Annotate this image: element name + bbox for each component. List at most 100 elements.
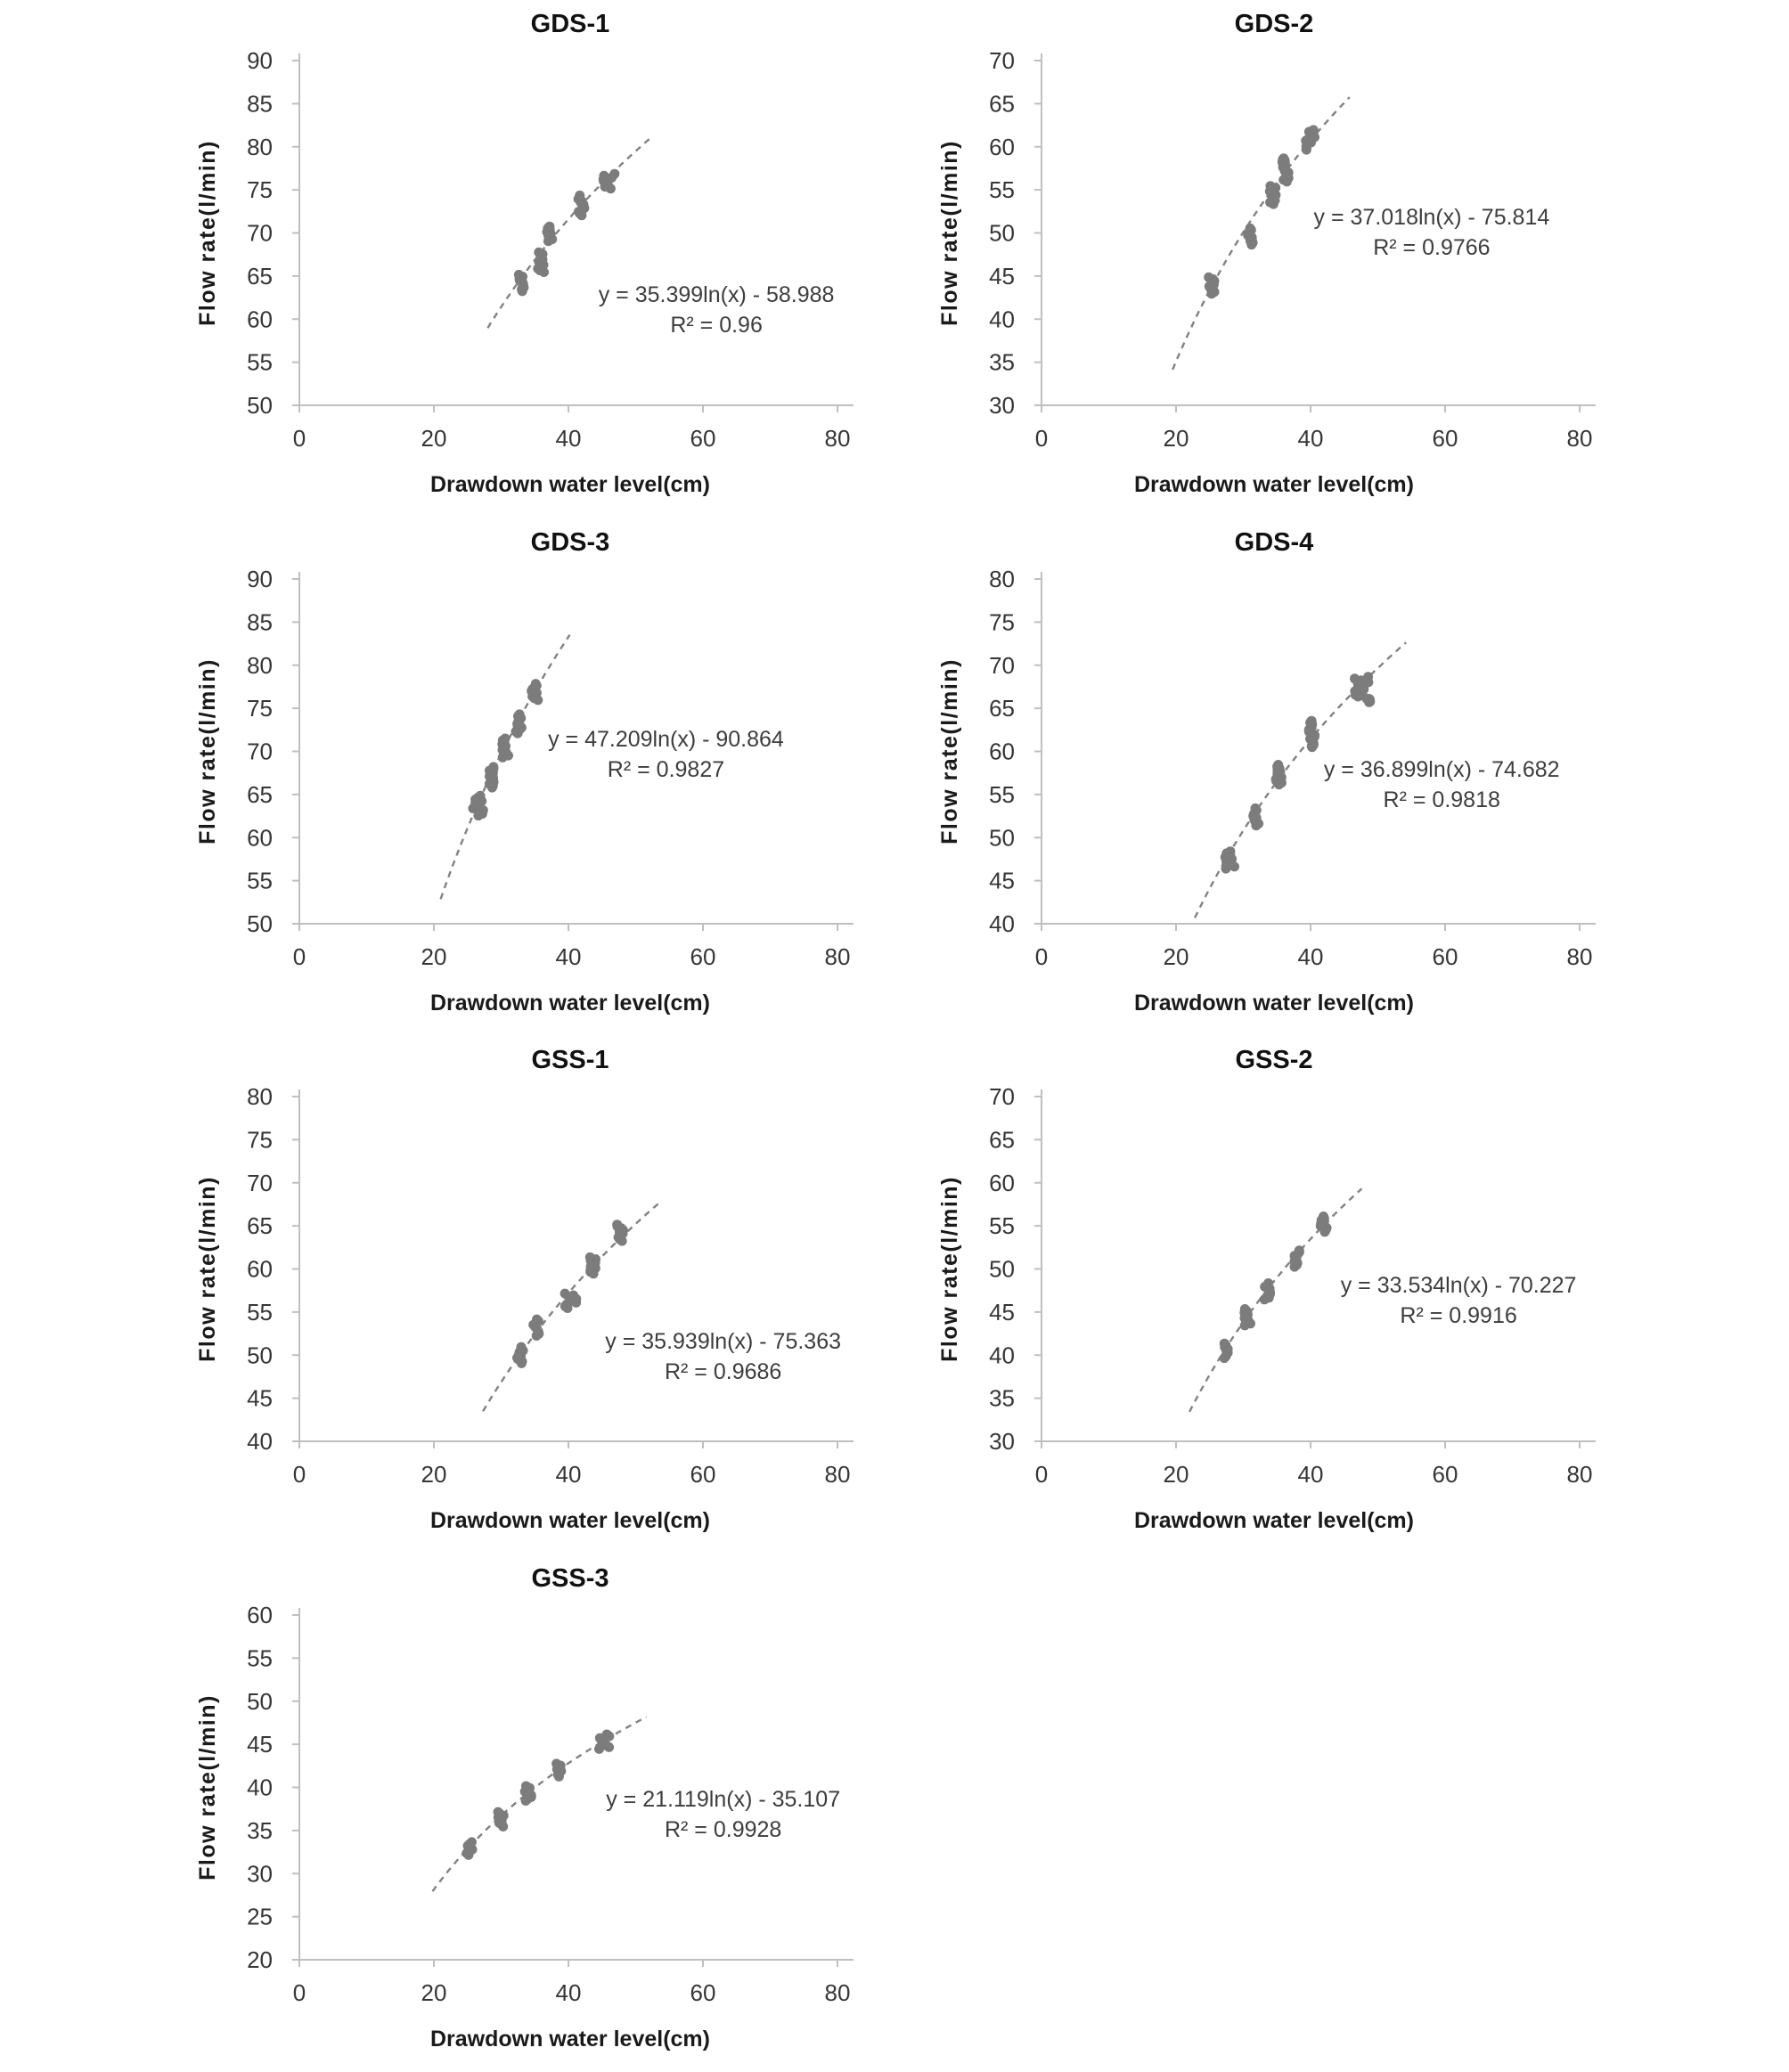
data-point	[1265, 181, 1276, 192]
x-tick-label: 40	[556, 943, 582, 970]
y-tick-label: 80	[989, 566, 1015, 592]
y-tick-label: 25	[247, 1903, 273, 1929]
data-point-cluster	[594, 1729, 615, 1754]
trendline-equation: y = 35.939ln(x) - 75.363	[605, 1329, 841, 1354]
y-tick-label: 50	[989, 220, 1015, 247]
scatter-plot-gss-3: GSS-3 20 25 30 35 40 45 50 55 60 0 20 40 60 80 Flow rat…	[195, 1564, 854, 2052]
data-point-cluster	[542, 221, 558, 247]
trend-line	[486, 137, 651, 329]
data-point	[514, 708, 525, 719]
data-point	[568, 1290, 579, 1301]
x-axis-label: Drawdown water level(cm)	[430, 472, 710, 497]
data-point	[560, 1288, 570, 1299]
x-tick-label: 20	[421, 943, 447, 970]
x-axis-label: Drawdown water level(cm)	[430, 2027, 710, 2052]
x-tick-label: 80	[1567, 943, 1593, 970]
y-tick-label: 90	[247, 566, 273, 592]
data-points	[1220, 671, 1376, 874]
x-axis-label: Drawdown water level(cm)	[1134, 1508, 1414, 1533]
trendline-r-squared: R² = 0.9766	[1373, 235, 1490, 260]
data-point	[1263, 1278, 1274, 1288]
data-point	[1245, 223, 1255, 233]
data-point-cluster	[573, 190, 590, 221]
data-points	[462, 1729, 615, 1860]
data-point-cluster	[1315, 1211, 1332, 1237]
x-tick-label: 0	[293, 943, 306, 970]
data-point-cluster	[533, 247, 549, 277]
x-axis-label: Drawdown water level(cm)	[430, 991, 710, 1016]
y-tick-label: 35	[989, 1385, 1015, 1412]
chart-title: GDS-4	[1235, 528, 1314, 557]
data-point-cluster	[1277, 153, 1290, 168]
chart-title: GDS-1	[531, 10, 610, 38]
x-tick-label: 20	[1164, 1461, 1189, 1488]
y-tick-label: 55	[247, 1299, 273, 1326]
data-point	[1308, 125, 1319, 135]
y-tick-label: 75	[989, 608, 1015, 635]
data-point	[551, 1758, 562, 1768]
data-point-cluster	[493, 1807, 509, 1831]
y-tick-label: 70	[989, 1083, 1015, 1110]
y-axis-label: Flow rate(l/min)	[937, 1176, 962, 1362]
data-point-cluster	[497, 733, 513, 763]
x-tick-label: 20	[421, 425, 447, 452]
y-tick-label: 45	[247, 1385, 273, 1412]
scatter-plot-gss-2: GSS-2 30 35 40 45 50 55 60 65 70 0 20 40 60 80 Flow rat…	[937, 1046, 1596, 1533]
y-axis-label: Flow rate(l/min)	[195, 140, 220, 326]
y-tick-label: 40	[989, 1342, 1015, 1368]
data-point-cluster	[527, 678, 543, 705]
x-tick-label: 40	[556, 1979, 582, 2006]
data-point	[530, 678, 541, 689]
data-point-cluster	[1301, 125, 1319, 155]
y-tick-label: 80	[247, 1083, 273, 1110]
data-point	[532, 1314, 542, 1325]
data-point-cluster	[1239, 1304, 1255, 1331]
y-tick-label: 50	[989, 1256, 1015, 1283]
data-point	[1250, 803, 1261, 813]
chart-title: GDS-3	[531, 528, 610, 557]
trendline-r-squared: R² = 0.96	[670, 313, 763, 338]
data-point-cluster	[511, 708, 527, 738]
y-tick-label: 70	[989, 47, 1015, 74]
x-tick-label: 0	[293, 1979, 306, 2006]
chart-title: GSS-1	[531, 1046, 609, 1074]
y-tick-label: 70	[247, 738, 273, 764]
data-point-cluster	[560, 1288, 582, 1313]
trendline-equation: y = 37.018ln(x) - 75.814	[1314, 205, 1550, 230]
x-tick-label: 80	[1567, 1461, 1593, 1488]
chart-title: GSS-2	[1235, 1046, 1312, 1074]
y-axis-label: Flow rate(l/min)	[195, 1176, 220, 1362]
y-tick-label: 60	[247, 824, 273, 851]
y-tick-label: 35	[247, 1816, 273, 1843]
y-tick-label: 20	[247, 1946, 273, 1973]
x-tick-label: 60	[690, 1979, 716, 2006]
data-point-cluster	[513, 269, 529, 297]
y-tick-label: 90	[247, 47, 273, 74]
x-tick-label: 80	[825, 425, 851, 452]
data-points	[513, 168, 620, 297]
trendline-r-squared: R² = 0.9928	[665, 1817, 781, 1842]
data-point	[584, 1252, 595, 1262]
data-point-cluster	[598, 168, 620, 194]
scatter-plot-gss-1: GSS-1 40 45 50 55 60 65 70 75 80 0 20 40 60 80 Flow rat…	[195, 1046, 854, 1533]
y-tick-label: 65	[247, 263, 273, 290]
data-point-cluster	[1243, 223, 1258, 250]
chart-cell-gds-2: GDS-2 30 35 40 45 50 55 60 65 70 0 20 40 60 80 Flow rat…	[894, 0, 1789, 518]
y-tick-label: 60	[989, 1170, 1015, 1196]
y-tick-label: 80	[247, 134, 273, 160]
y-tick-label: 30	[989, 1428, 1015, 1455]
x-tick-label: 60	[690, 425, 716, 452]
trend-line	[482, 1201, 661, 1412]
y-tick-label: 40	[989, 910, 1015, 937]
y-tick-label: 50	[247, 1687, 273, 1714]
data-point-cluster	[1303, 715, 1320, 744]
y-tick-label: 55	[247, 867, 273, 893]
data-point	[1308, 738, 1319, 748]
empty-cell	[894, 1554, 1789, 2072]
data-point	[1363, 671, 1374, 681]
y-tick-label: 55	[989, 780, 1015, 807]
y-tick-label: 70	[247, 1170, 273, 1196]
data-point	[1350, 673, 1360, 683]
data-point-cluster	[1204, 272, 1220, 299]
y-tick-label: 60	[247, 1256, 273, 1283]
